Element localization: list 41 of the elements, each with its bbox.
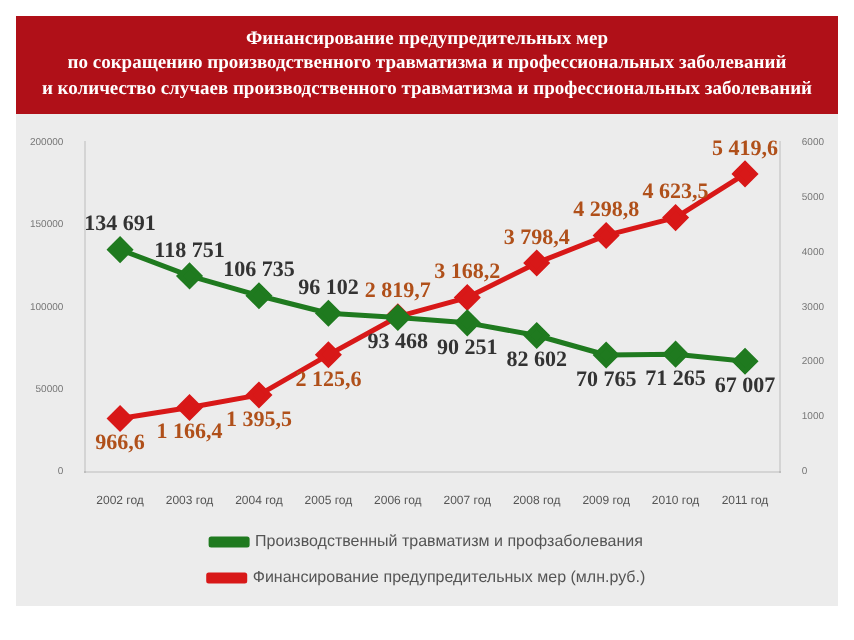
chart-title: Финансирование предупредительных мер по сокращению производственного травматизма и профессиональных заболеваний и количество случаев производственного травматизма и профессиональных заболеваний (16, 16, 838, 115)
data-label: 70 765 (575, 367, 638, 392)
point (454, 285, 480, 311)
point (107, 406, 133, 432)
point (454, 310, 480, 336)
data-label: 118 751 (154, 238, 225, 263)
point (593, 223, 619, 249)
point (732, 161, 758, 187)
point (315, 300, 341, 326)
data-label: 96 102 (298, 275, 360, 300)
data-label: 71 265 (645, 366, 707, 391)
point (246, 382, 272, 408)
data-label: 67 007 (714, 373, 777, 398)
data-label: 93 468 (367, 330, 430, 355)
legend-label: Производственный травматизм и профзаболевания (255, 532, 643, 551)
data-label: 3 168,2 (434, 260, 502, 285)
data-label: 82 602 (506, 348, 568, 373)
legend-label: Финансирование предупредительных мер (млн.руб.) (252, 568, 646, 587)
point (177, 263, 203, 289)
data-label: 966,6 (95, 431, 146, 456)
point (524, 323, 550, 349)
point (246, 283, 272, 309)
data-label: 106 735 (223, 258, 296, 283)
point (593, 342, 619, 368)
point (315, 342, 341, 368)
data-label: 90 251 (437, 335, 498, 360)
data-label: 134 691 (84, 212, 156, 237)
point (524, 250, 550, 276)
point (663, 205, 689, 231)
point (732, 348, 758, 374)
point (663, 341, 689, 367)
data-label: 4 623,5 (642, 180, 710, 205)
data-label: 5 419,6 (712, 136, 780, 161)
data-label: 2 819,7 (364, 279, 432, 304)
data-label: 2 125,6 (295, 367, 363, 392)
data-label: 1 395,5 (225, 407, 293, 432)
data-label: 3 798,4 (503, 225, 571, 250)
point (107, 237, 133, 263)
data-label: 1 166,4 (156, 420, 224, 445)
data-label: 4 298,8 (573, 198, 641, 223)
point (177, 395, 203, 421)
